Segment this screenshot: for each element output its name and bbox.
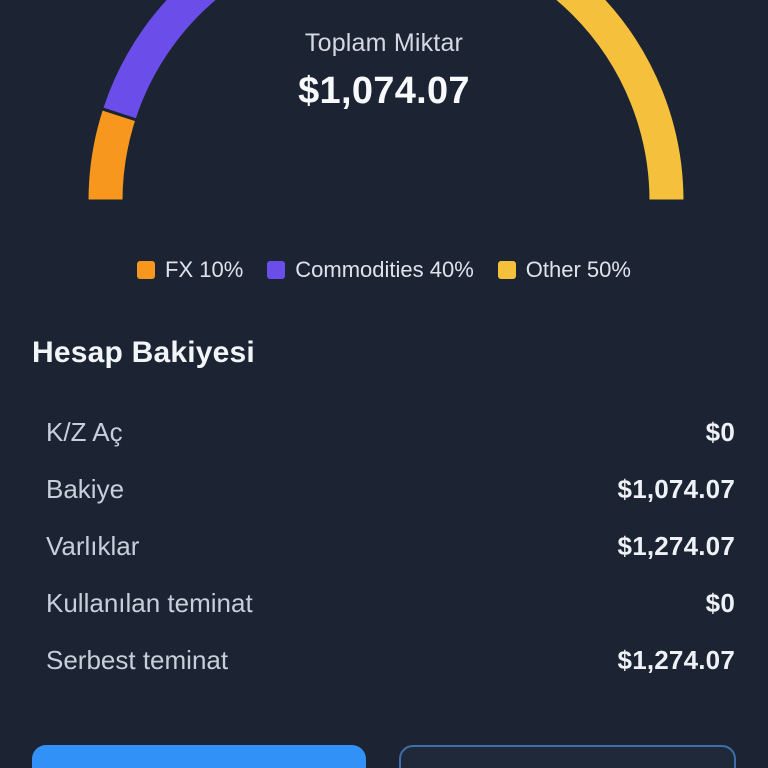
balance-row-value: $1,274.07 <box>617 645 735 675</box>
balance-row-label: Serbest teminat <box>46 645 229 675</box>
chart-legend: FX 10% Commodities 40% Other 50% <box>0 257 768 283</box>
balance-row: K/Z Aç $0 <box>46 404 735 461</box>
balance-row-value: $1,274.07 <box>617 531 735 561</box>
legend-item: FX 10% <box>137 257 243 283</box>
balance-row: Kullanılan teminat $0 <box>46 575 735 632</box>
balance-row-value: $1,074.07 <box>617 474 735 504</box>
legend-swatch-icon <box>267 261 286 279</box>
secondary-action-button[interactable] <box>398 745 736 768</box>
balance-row-label: K/Z Aç <box>46 417 123 447</box>
legend-label: Commodities 40% <box>295 257 474 282</box>
legend-swatch-icon <box>497 261 516 279</box>
balance-row-label: Varlıklar <box>46 531 140 561</box>
gauge-segment-other <box>551 0 687 203</box>
allocation-gauge-chart <box>85 0 687 203</box>
legend-label: Other 50% <box>525 257 631 282</box>
balance-list: K/Z Aç $0 Bakiye $1,074.07 Varlıklar $1,274.0… <box>46 404 735 689</box>
legend-label: FX 10% <box>165 257 244 282</box>
gauge-segment-fx <box>85 106 139 203</box>
balance-row: Serbest teminat $1,274.07 <box>46 632 735 689</box>
balance-row-label: Kullanılan teminat <box>46 588 253 618</box>
allocation-gauge-section: Toplam Miktar $1,074.07 <box>0 0 768 203</box>
balance-row-value: $0 <box>705 417 735 447</box>
primary-action-button[interactable] <box>32 745 366 768</box>
gauge-segment-commodities <box>99 0 221 122</box>
legend-item: Commodities 40% <box>267 257 474 283</box>
balance-row-label: Bakiye <box>46 474 125 504</box>
balance-row: Varlıklar $1,274.07 <box>46 518 735 575</box>
legend-item: Other 50% <box>497 257 631 283</box>
legend-swatch-icon <box>137 261 156 279</box>
balance-row-value: $0 <box>705 588 735 618</box>
action-buttons <box>32 745 736 768</box>
account-balance-title: Hesap Bakiyesi <box>32 336 255 369</box>
balance-row: Bakiye $1,074.07 <box>46 461 735 518</box>
